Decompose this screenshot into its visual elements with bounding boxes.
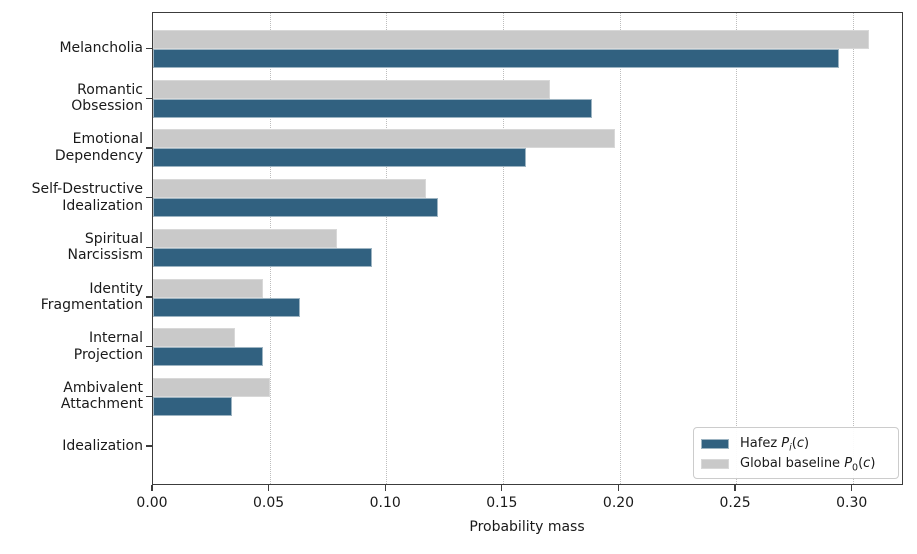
x-tick-label: 0.10 bbox=[369, 495, 401, 511]
legend-paren: ( bbox=[858, 456, 864, 471]
gridline bbox=[852, 13, 854, 484]
y-tick-label-line: Attachment bbox=[60, 396, 143, 413]
y-tick-label-line: Self-Destructive bbox=[31, 181, 143, 198]
legend-var: P bbox=[781, 436, 790, 451]
bar-baseline-emotional-dependency bbox=[153, 129, 615, 149]
x-tick-label: 0.30 bbox=[836, 495, 868, 511]
y-tick-label-line: Identity bbox=[89, 280, 143, 297]
x-tick-label: 0.25 bbox=[719, 495, 751, 511]
legend-swatch-baseline bbox=[701, 458, 729, 469]
y-tick-label-spiritual-narcissism: Spiritual Narcissism bbox=[0, 230, 144, 264]
legend-text: Hafez bbox=[740, 436, 782, 451]
bar-hafez-emotional-dependency bbox=[153, 148, 527, 168]
y-tick-label-line: Fragmentation bbox=[40, 297, 143, 313]
y-tick-label-line: Idealization bbox=[62, 437, 143, 454]
y-tick-label-line: Obsession bbox=[71, 98, 143, 115]
legend-subscript: 0 bbox=[852, 462, 859, 474]
legend-text: Global baseline bbox=[740, 456, 845, 471]
y-tick-label-self-destructive-idealization: Self-Destructive Idealization bbox=[0, 181, 143, 214]
x-tick bbox=[851, 485, 853, 491]
legend-item-hafez: Hafez Pi(c) bbox=[701, 434, 890, 453]
y-tick-label-ambivalent-attachment: Ambivalent Attachment bbox=[0, 380, 143, 413]
y-tick-label-line: Dependency bbox=[54, 147, 143, 164]
bar-baseline-internal-projection bbox=[153, 328, 235, 348]
y-tick-label-line: Emotional bbox=[72, 131, 143, 148]
legend-item-baseline: Global baseline P0(c) bbox=[701, 454, 890, 473]
bar-baseline-spiritual-narcissism bbox=[153, 228, 338, 248]
bar-hafez-ambivalent-attachment bbox=[153, 396, 233, 416]
y-tick bbox=[146, 296, 152, 298]
bar-baseline-ambivalent-attachment bbox=[153, 377, 270, 397]
bar-baseline-melancholia bbox=[153, 30, 869, 49]
y-tick-label-line: Melancholia bbox=[59, 40, 143, 57]
legend-swatch-hafez bbox=[701, 438, 729, 449]
y-tick bbox=[146, 47, 152, 50]
x-tick bbox=[267, 485, 270, 491]
y-tick-label-idealization: Idealization bbox=[0, 438, 143, 455]
x-tick-label: 0.05 bbox=[253, 495, 285, 511]
legend-subscript: i bbox=[789, 442, 792, 454]
bar-baseline-identity-fragmentation bbox=[153, 278, 263, 298]
y-tick-label-line: Projection bbox=[73, 346, 143, 363]
x-tick bbox=[501, 485, 503, 491]
y-tick-label-emotional-dependency: Emotional Dependency bbox=[0, 131, 143, 164]
y-tick-label-line: Ambivalent bbox=[63, 379, 143, 396]
y-tick-label-line: Idealization bbox=[62, 197, 143, 214]
x-tick-label: 0.20 bbox=[602, 495, 635, 511]
y-tick-label-romantic-obsession: Romantic Obsession bbox=[0, 82, 143, 115]
gridline bbox=[502, 13, 504, 484]
bar-baseline-self-destructive-idealization bbox=[153, 179, 426, 199]
legend-var: P bbox=[844, 456, 853, 471]
y-tick-label-identity-fragmentation: Identity Fragmentation bbox=[0, 281, 143, 314]
legend-label-baseline: Global baseline P0(c) bbox=[740, 456, 876, 474]
gridline bbox=[736, 13, 738, 484]
bar-hafez-identity-fragmentation bbox=[153, 297, 300, 317]
legend-paren: ) bbox=[870, 456, 876, 471]
y-tick-label-line: Narcissism bbox=[67, 247, 144, 264]
y-tick bbox=[146, 196, 152, 199]
x-tick-label: 0.00 bbox=[136, 495, 168, 511]
legend: Hafez Pi(c) Global baseline P0(c) bbox=[693, 427, 899, 479]
legend-arg: c bbox=[863, 456, 871, 471]
legend-paren: ( bbox=[791, 436, 797, 451]
gridline bbox=[619, 13, 621, 484]
x-tick bbox=[734, 485, 736, 491]
gridline bbox=[386, 13, 388, 484]
bar-hafez-melancholia bbox=[153, 49, 839, 68]
legend-paren: ) bbox=[804, 436, 810, 451]
y-tick bbox=[146, 97, 152, 99]
bar-hafez-spiritual-narcissism bbox=[153, 247, 373, 267]
legend-arg: c bbox=[796, 436, 804, 451]
bar-hafez-self-destructive-idealization bbox=[153, 198, 438, 218]
y-tick bbox=[146, 147, 152, 149]
bar-baseline-romantic-obsession bbox=[153, 79, 550, 99]
y-tick-label-internal-projection: Internal Projection bbox=[0, 330, 143, 363]
x-tick bbox=[617, 485, 620, 491]
bar-hafez-romantic-obsession bbox=[153, 98, 592, 118]
x-axis-label: Probability mass bbox=[469, 519, 585, 535]
legend-label-hafez: Hafez Pi(c) bbox=[740, 436, 810, 454]
y-tick bbox=[146, 246, 152, 248]
x-tick bbox=[384, 485, 386, 491]
y-tick-label-line: Internal bbox=[89, 330, 143, 347]
plot-area bbox=[152, 12, 903, 485]
y-tick-label-line: Romantic bbox=[77, 81, 143, 98]
y-tick bbox=[146, 445, 152, 447]
bar-hafez-internal-projection bbox=[153, 347, 263, 367]
x-tick-label: 0.15 bbox=[486, 495, 518, 511]
y-tick-label-melancholia: Melancholia bbox=[0, 40, 143, 57]
y-tick-label-line: Spiritual bbox=[84, 230, 143, 247]
x-tick bbox=[151, 485, 153, 491]
y-tick bbox=[146, 395, 152, 398]
y-tick bbox=[146, 346, 152, 348]
